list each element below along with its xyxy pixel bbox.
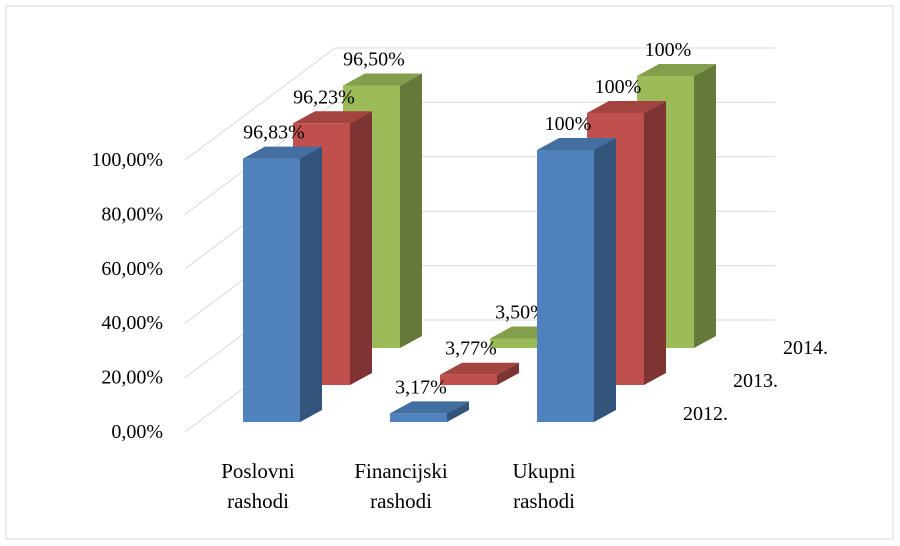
bar	[243, 146, 322, 422]
value-label: 96,23%	[293, 86, 355, 108]
bar-top	[343, 73, 422, 86]
bar-side	[497, 362, 519, 385]
value-label: 100%	[645, 39, 692, 61]
value-label: 100%	[545, 113, 592, 135]
value-label: 3,77%	[445, 338, 497, 360]
y-tick-label: 60,00%	[101, 258, 163, 280]
bar-front	[537, 150, 594, 422]
value-label: 100%	[595, 76, 642, 98]
bar-top	[243, 146, 322, 159]
bar-top	[390, 401, 469, 414]
series-label: 2012.	[683, 403, 728, 425]
x-tick-label: Ukupni rashodi	[512, 459, 576, 513]
bar-top	[440, 362, 519, 375]
bar-side	[447, 401, 469, 422]
y-tick-label: 40,00%	[101, 312, 163, 334]
bar-top	[637, 64, 716, 76]
bar-top	[293, 111, 372, 124]
bar-front	[490, 338, 547, 348]
bar	[537, 138, 616, 422]
y-tick-label: 0,00%	[111, 421, 163, 443]
y-tick-label: 80,00%	[101, 203, 163, 225]
x-tick-label: Poslovni rashodi	[221, 459, 295, 513]
bar-front	[440, 374, 497, 385]
bar-side	[350, 111, 372, 386]
bar-side	[594, 138, 616, 422]
chart-border	[5, 5, 894, 540]
value-label: 96,83%	[243, 122, 305, 144]
bar-top	[537, 138, 616, 150]
bar-front	[390, 413, 447, 422]
bar-front	[243, 158, 300, 422]
grid-line	[184, 47, 775, 161]
series-label: 2014.	[783, 337, 828, 359]
x-tick-label: Financijski rashodi	[354, 459, 448, 513]
y-tick-label: 20,00%	[101, 367, 163, 389]
value-label: 96,50%	[343, 49, 405, 71]
bar-side	[694, 64, 716, 348]
bar-top	[587, 101, 666, 113]
bar-side	[300, 146, 322, 422]
value-label: 3,17%	[395, 376, 447, 398]
bar	[390, 401, 469, 422]
bar-side	[644, 101, 666, 385]
bar	[440, 362, 519, 385]
value-label: 3,50%	[495, 301, 547, 323]
y-tick-label: 100,00%	[91, 149, 163, 171]
series-label: 2013.	[733, 370, 778, 392]
bar-side	[400, 73, 422, 349]
